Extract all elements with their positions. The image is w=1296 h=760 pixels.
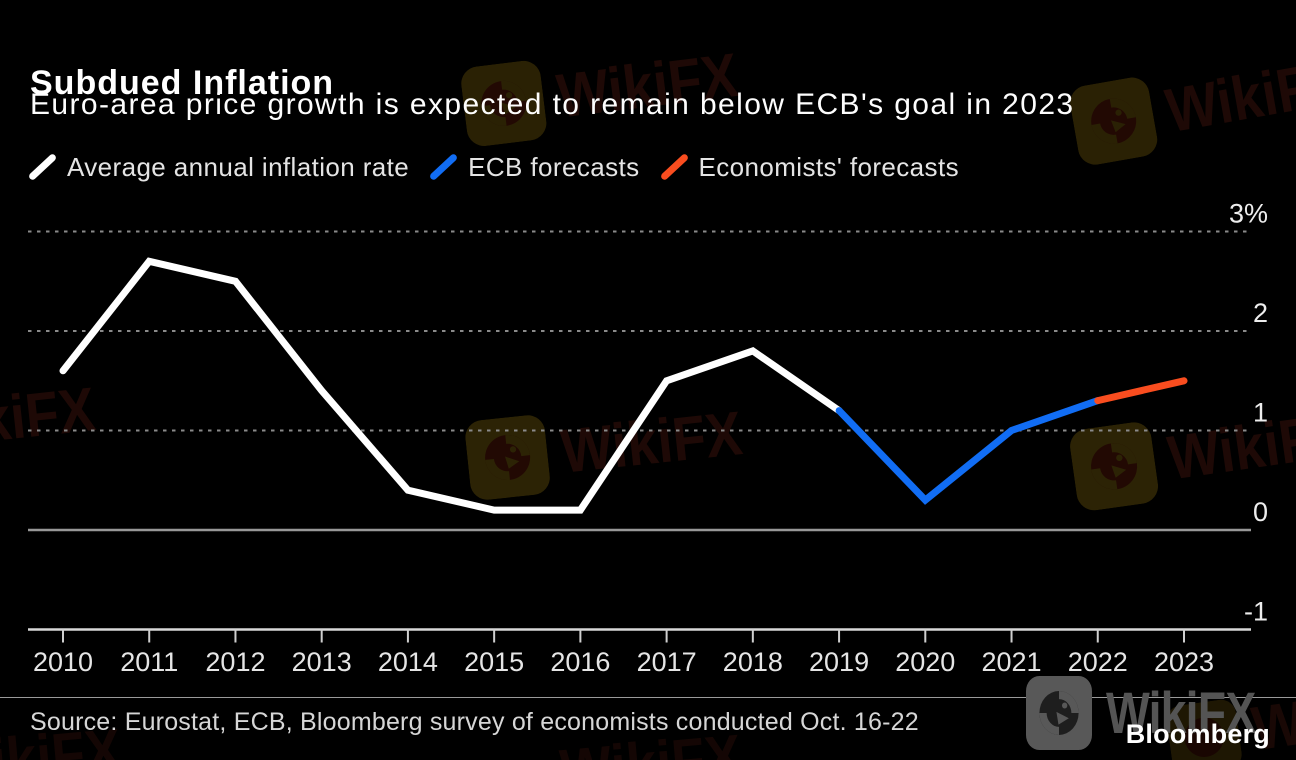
y-tick-label--1: -1 (1244, 597, 1268, 627)
series-line-ecb-forecasts (835, 397, 1102, 505)
legend-label: Economists' forecasts (698, 151, 959, 182)
x-tick-label-2013: 2013 (292, 647, 352, 677)
x-tick-label-2012: 2012 (205, 647, 265, 677)
chart-title: Subdued Inflation (30, 63, 335, 102)
legend-item-ecb-forecasts: ECB forecasts (428, 148, 640, 186)
x-tick-label-2020: 2020 (895, 647, 955, 677)
legend-item-economists-forecasts: Economists' forecasts (659, 148, 959, 186)
legend-item-inflation-rate: Average annual inflation rate (27, 148, 410, 186)
y-tick-label-3%: 3% (1229, 199, 1268, 229)
line-swatch-icon (27, 148, 58, 186)
legend-label: Average annual inflation rate (67, 151, 410, 182)
bloomberg-logo: Bloomberg (1125, 719, 1270, 749)
x-tick-label-2019: 2019 (809, 647, 869, 677)
x-tick-label-2010: 2010 (33, 647, 93, 677)
x-tick-label-2015: 2015 (464, 647, 524, 677)
legend-label: ECB forecasts (468, 151, 640, 182)
x-tick-label-2014: 2014 (378, 647, 438, 677)
x-tick-label-2016: 2016 (550, 647, 610, 677)
x-tick-label-2021: 2021 (981, 647, 1041, 677)
footer-divider (0, 697, 1296, 698)
x-tick-label-2018: 2018 (723, 647, 783, 677)
series-line-economists-forecasts (1094, 377, 1188, 405)
series-line-average-annual-inflation-rate (59, 257, 843, 514)
source-note: Source: Eurostat, ECB, Bloomberg survey … (30, 708, 919, 736)
y-tick-label-0: 0 (1253, 497, 1268, 527)
x-tick-label-2022: 2022 (1068, 647, 1128, 677)
line-swatch-icon (659, 148, 689, 186)
x-tick-label-2011: 2011 (120, 647, 178, 677)
chart-subtitle: Euro-area price growth is expected to re… (30, 88, 1075, 121)
line-swatch-icon (428, 148, 459, 186)
y-tick-label-2: 2 (1253, 298, 1268, 328)
y-tick-label-1: 1 (1253, 398, 1268, 428)
chart-legend: Average annual inflation rate ECB foreca… (27, 148, 959, 186)
x-tick-label-2023: 2023 (1154, 647, 1214, 677)
x-tick-label-2017: 2017 (637, 647, 697, 677)
